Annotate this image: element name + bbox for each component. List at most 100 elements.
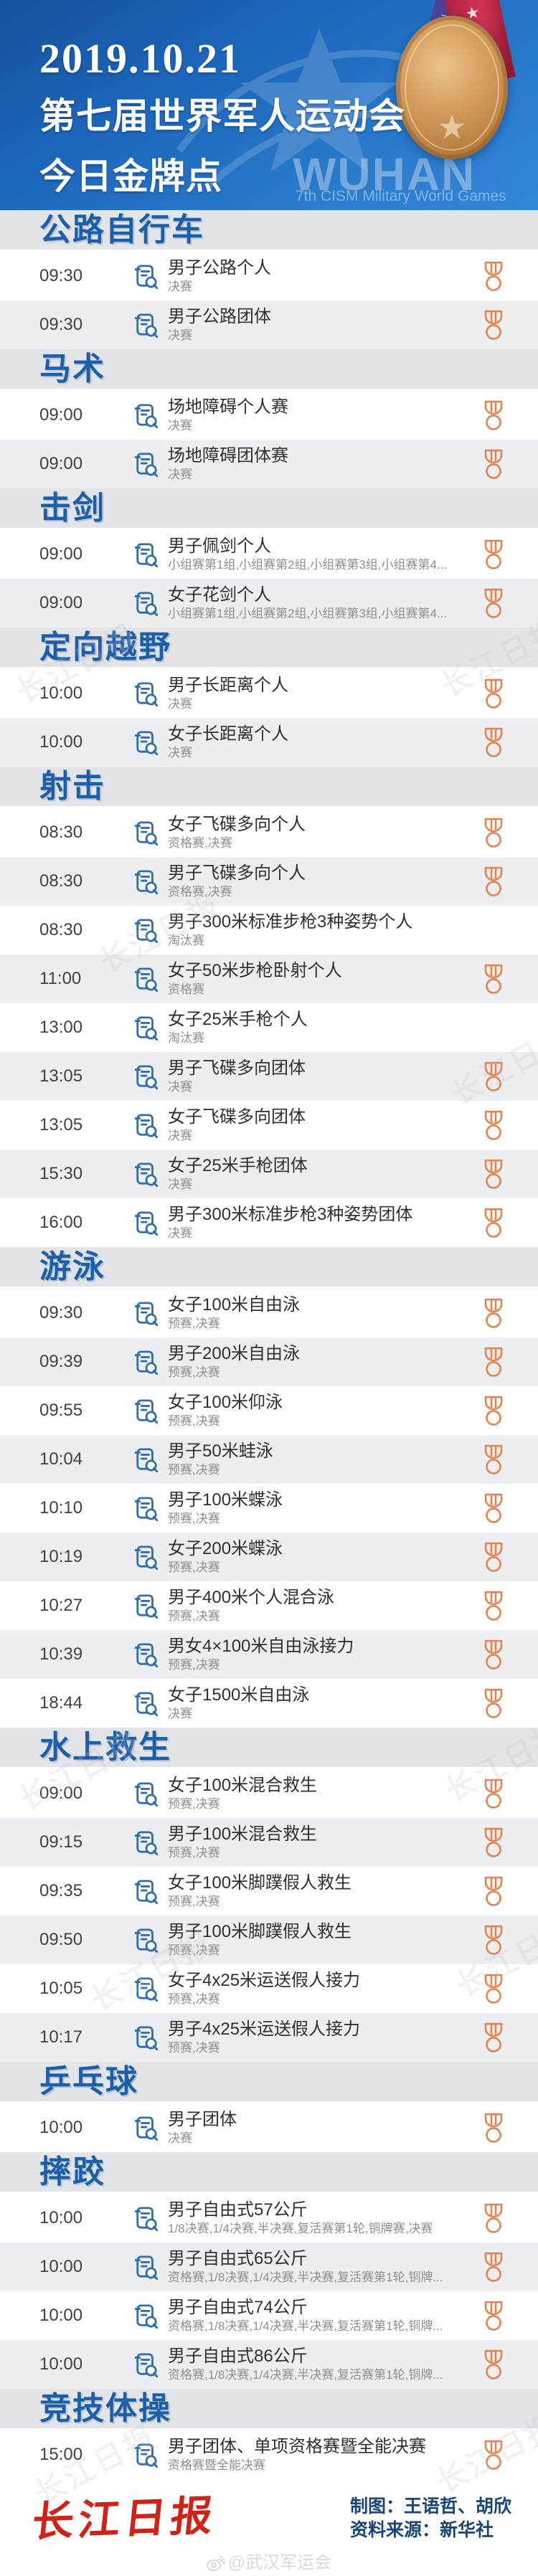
event-stage: 淘汰赛 xyxy=(168,934,204,947)
event-stage: 决赛 xyxy=(168,746,192,759)
section-rows: 09:00 场地障碍个人赛 决赛 xyxy=(0,391,538,488)
event-info: 女子飞碟多向团体 决赛 xyxy=(168,1107,306,1143)
event-row: 10:05 女子4x25米运送假人接力 预赛,决赛 xyxy=(0,1964,538,2013)
event-time: 10:00 xyxy=(39,2118,83,2137)
event-info: 男子400米个人混合泳 预赛,决赛 xyxy=(168,1588,334,1624)
event-name: 女子25米手枪团体 xyxy=(168,1156,308,1175)
event-row: 10:00 男子长距离个人 决赛 xyxy=(0,669,538,718)
event-info: 女子100米脚蹼假人救生 预赛,决赛 xyxy=(168,1873,351,1909)
event-stage: 资格赛 xyxy=(168,982,204,996)
section-header: 水上救生 xyxy=(0,1728,538,1769)
event-name: 男子佩剑个人 xyxy=(168,536,271,556)
gold-medal-icon xyxy=(482,1158,505,1190)
gold-medal-icon xyxy=(482,817,505,848)
event-name: 男子团体、单项资格赛暨全能决赛 xyxy=(168,2437,426,2456)
event-time: 10:27 xyxy=(39,1596,83,1615)
event-name: 男子飞碟多向个人 xyxy=(168,863,306,883)
event-name: 女子1500米自由泳 xyxy=(168,1685,310,1705)
gold-medal-icon xyxy=(482,1061,505,1092)
section-title: 游泳 xyxy=(39,1249,105,1284)
sport-section: 定向越野 10:00 男子长距离个人 决赛 xyxy=(0,628,538,767)
event-name: 女子4x25米运送假人接力 xyxy=(168,1971,361,1990)
event-stage: 资格赛,1/8决赛,1/4决赛,半决赛,复活赛第1轮,铜牌... xyxy=(168,2319,443,2333)
document-search-icon xyxy=(135,1112,158,1138)
document-search-icon xyxy=(135,402,158,428)
gold-medal-icon xyxy=(482,726,505,758)
event-stage: 资格赛,1/8决赛,1/4决赛,半决赛,复活赛第1轮,铜牌... xyxy=(168,2368,443,2382)
event-row: 09:30 男子公路个人 决赛 xyxy=(0,252,538,300)
event-info: 男子4x25米运送假人接力 预赛,决赛 xyxy=(168,2019,360,2055)
event-time: 13:05 xyxy=(39,1115,83,1135)
event-info: 男女4×100米自由泳接力 预赛,决赛 xyxy=(168,1637,354,1672)
gold-medal-icon xyxy=(482,587,505,619)
medal-ring xyxy=(405,24,499,151)
event-time: 10:39 xyxy=(39,1644,83,1664)
section-header: 游泳 xyxy=(0,1247,538,1289)
event-row: 09:00 场地障碍个人赛 决赛 xyxy=(0,391,538,440)
gold-medal-icon xyxy=(482,1924,505,1956)
document-search-icon xyxy=(135,2115,158,2141)
event-info: 男子自由式74公斤 资格赛,1/8决赛,1/4决赛,半决赛,复活赛第1轮,铜牌.… xyxy=(168,2298,443,2334)
event-name: 女子100米混合救生 xyxy=(168,1776,318,1795)
event-stage: 淘汰赛 xyxy=(168,1031,204,1045)
event-time: 10:00 xyxy=(39,2306,83,2325)
section-rows: 09:00 男子佩剑个人 小组赛第1组,小组赛第2组,小组赛第3组,小组赛第4.… xyxy=(0,530,538,628)
credit-source: 资料来源：新华社 xyxy=(350,2520,494,2540)
event-info: 女子100米混合救生 预赛,决赛 xyxy=(168,1776,317,1812)
document-search-icon xyxy=(135,1210,158,1236)
sport-section: 竞技体操 15:00 男子团体、单项资格赛暨全能决赛 资格赛暨全能决赛 xyxy=(0,2389,538,2479)
event-info: 女子4x25米运送假人接力 预赛,决赛 xyxy=(168,1971,360,2007)
event-time: 10:17 xyxy=(39,2027,83,2047)
event-stage: 资格赛暨全能决赛 xyxy=(168,2458,265,2472)
event-stage: 预赛,决赛 xyxy=(168,1846,220,1860)
event-stage: 预赛,决赛 xyxy=(168,1658,220,1672)
document-search-icon xyxy=(135,1593,158,1619)
event-time: 10:00 xyxy=(39,683,83,703)
event-name: 男子团体 xyxy=(168,2110,237,2129)
event-name: 男子飞碟多向团体 xyxy=(168,1059,306,1078)
event-row: 10:00 男子团体 决赛 xyxy=(0,2103,538,2152)
document-search-icon xyxy=(135,1349,158,1375)
event-row: 15:00 男子团体、单项资格赛暨全能决赛 资格赛暨全能决赛 xyxy=(0,2430,538,2479)
event-stage: 预赛,决赛 xyxy=(168,2041,220,2055)
event-stage: 决赛 xyxy=(168,697,192,711)
event-info: 男子公路团体 决赛 xyxy=(168,307,271,343)
section-title: 摔跤 xyxy=(39,2154,105,2189)
document-search-icon xyxy=(135,1829,158,1855)
event-time: 16:00 xyxy=(39,1213,83,1232)
event-name: 女子花剑个人 xyxy=(168,585,271,605)
section-header: 摔跤 xyxy=(0,2152,538,2194)
document-search-icon xyxy=(135,1878,158,1904)
gold-medal-icon xyxy=(482,1541,505,1573)
event-row: 09:30 男子公路团体 决赛 xyxy=(0,300,538,349)
event-row: 09:15 男子100米混合救生 预赛,决赛 xyxy=(0,1818,538,1867)
section-title: 射击 xyxy=(39,768,105,804)
section-header: 击剑 xyxy=(0,488,538,530)
gold-medal-icon xyxy=(482,309,505,341)
section-header: 定向越野 xyxy=(0,628,538,669)
document-search-icon xyxy=(135,1927,158,1953)
header-banner: WUHAN 7th CISM Military World Games N 20… xyxy=(0,0,538,210)
event-name: 女子200米蝶泳 xyxy=(168,1539,283,1558)
gold-medal-icon xyxy=(482,963,505,995)
event-time: 09:00 xyxy=(39,1784,83,1803)
event-row: 16:00 男子300米标准步枪3种姿势团体 决赛 xyxy=(0,1198,538,1247)
event-time: 11:00 xyxy=(39,969,82,988)
section-rows: 08:30 女子飞碟多向个人 资格赛,决赛 xyxy=(0,808,538,1247)
event-time: 09:35 xyxy=(39,1881,83,1900)
event-info: 男子佩剑个人 小组赛第1组,小组赛第2组,小组赛第3组,小组赛第4... xyxy=(168,536,447,572)
sport-section: 射击 08:30 女子飞碟多向个人 资格赛,决赛 xyxy=(0,767,538,1247)
event-info: 场地障碍团体赛 决赛 xyxy=(168,446,288,482)
event-name: 男子300米标准步枪3种姿势个人 xyxy=(168,912,413,932)
event-stage: 决赛 xyxy=(168,1707,192,1720)
document-search-icon xyxy=(135,2303,158,2329)
event-time: 09:00 xyxy=(39,454,83,473)
event-info: 女子200米蝶泳 预赛,决赛 xyxy=(168,1539,283,1575)
event-info: 男子100米脚蹼假人救生 预赛,决赛 xyxy=(168,1922,351,1958)
event-stage: 决赛 xyxy=(168,2131,192,2145)
event-info: 男子300米标准步枪3种姿势团体 决赛 xyxy=(168,1205,412,1241)
document-search-icon xyxy=(135,820,158,846)
document-search-icon xyxy=(135,2352,158,2377)
gold-medal-icon xyxy=(482,399,505,431)
